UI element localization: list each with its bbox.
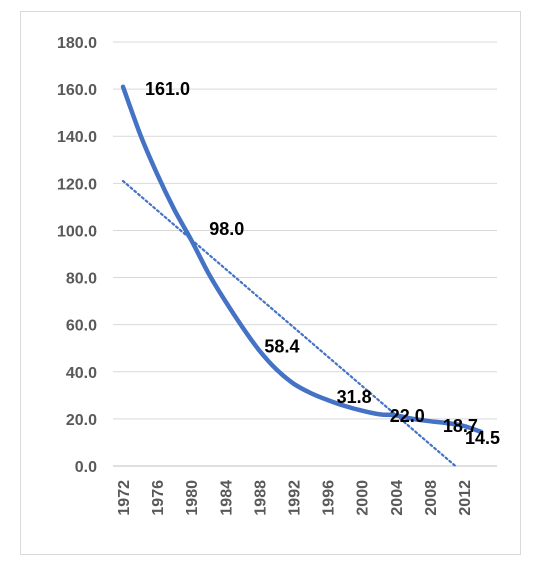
- x-tick-label: 2004: [389, 480, 406, 516]
- x-tick-label: 1988: [252, 480, 269, 516]
- x-tick-label: 1980: [184, 480, 201, 516]
- x-tick-label: 1984: [218, 480, 235, 516]
- gridlines: [113, 41, 497, 467]
- y-axis-tick-labels: 0.0 20.0 40.0 60.0 80.0 100.0 120.0 140.0 160.0 1…: [57, 35, 97, 476]
- x-tick-label: 1972: [116, 480, 133, 516]
- data-label: 22.0: [390, 406, 425, 426]
- y-tick-label: 120.0: [57, 176, 97, 193]
- x-tick-label: 1996: [321, 480, 338, 516]
- data-label: 18.7: [443, 416, 478, 436]
- x-axis-tick-labels: 1972 1976 1980 1984 1988 1992 1996 2000 2004 2008…: [116, 480, 474, 516]
- trendline: [121, 179, 457, 468]
- data-label: 58.4: [264, 336, 299, 356]
- y-tick-label: 100.0: [57, 223, 97, 240]
- x-tick-label: 2008: [423, 480, 440, 516]
- data-label: 98.0: [209, 219, 244, 239]
- data-label: 161.0: [145, 79, 190, 99]
- y-tick-label: 80.0: [66, 271, 97, 288]
- x-tick-label: 1992: [286, 480, 303, 516]
- y-tick-label: 180.0: [57, 35, 97, 52]
- series-lines: [120, 84, 484, 468]
- y-tick-label: 140.0: [57, 129, 97, 146]
- y-tick-label: 160.0: [57, 82, 97, 99]
- data-labels: 161.0 98.0 58.4 31.8 22.0 18.714.5: [145, 79, 500, 448]
- chart-frame: [20, 11, 521, 555]
- y-tick-label: 40.0: [66, 365, 97, 382]
- x-tick-label: 1976: [150, 480, 167, 516]
- data-label: 31.8: [337, 387, 372, 407]
- y-tick-label: 0.0: [75, 459, 97, 476]
- x-tick-label: 2000: [355, 480, 372, 516]
- x-tick-label: 2012: [457, 480, 474, 516]
- y-tick-label: 60.0: [66, 318, 97, 335]
- y-tick-label: 20.0: [66, 412, 97, 429]
- series-line: [120, 84, 484, 435]
- data-label: 14.5: [465, 428, 500, 448]
